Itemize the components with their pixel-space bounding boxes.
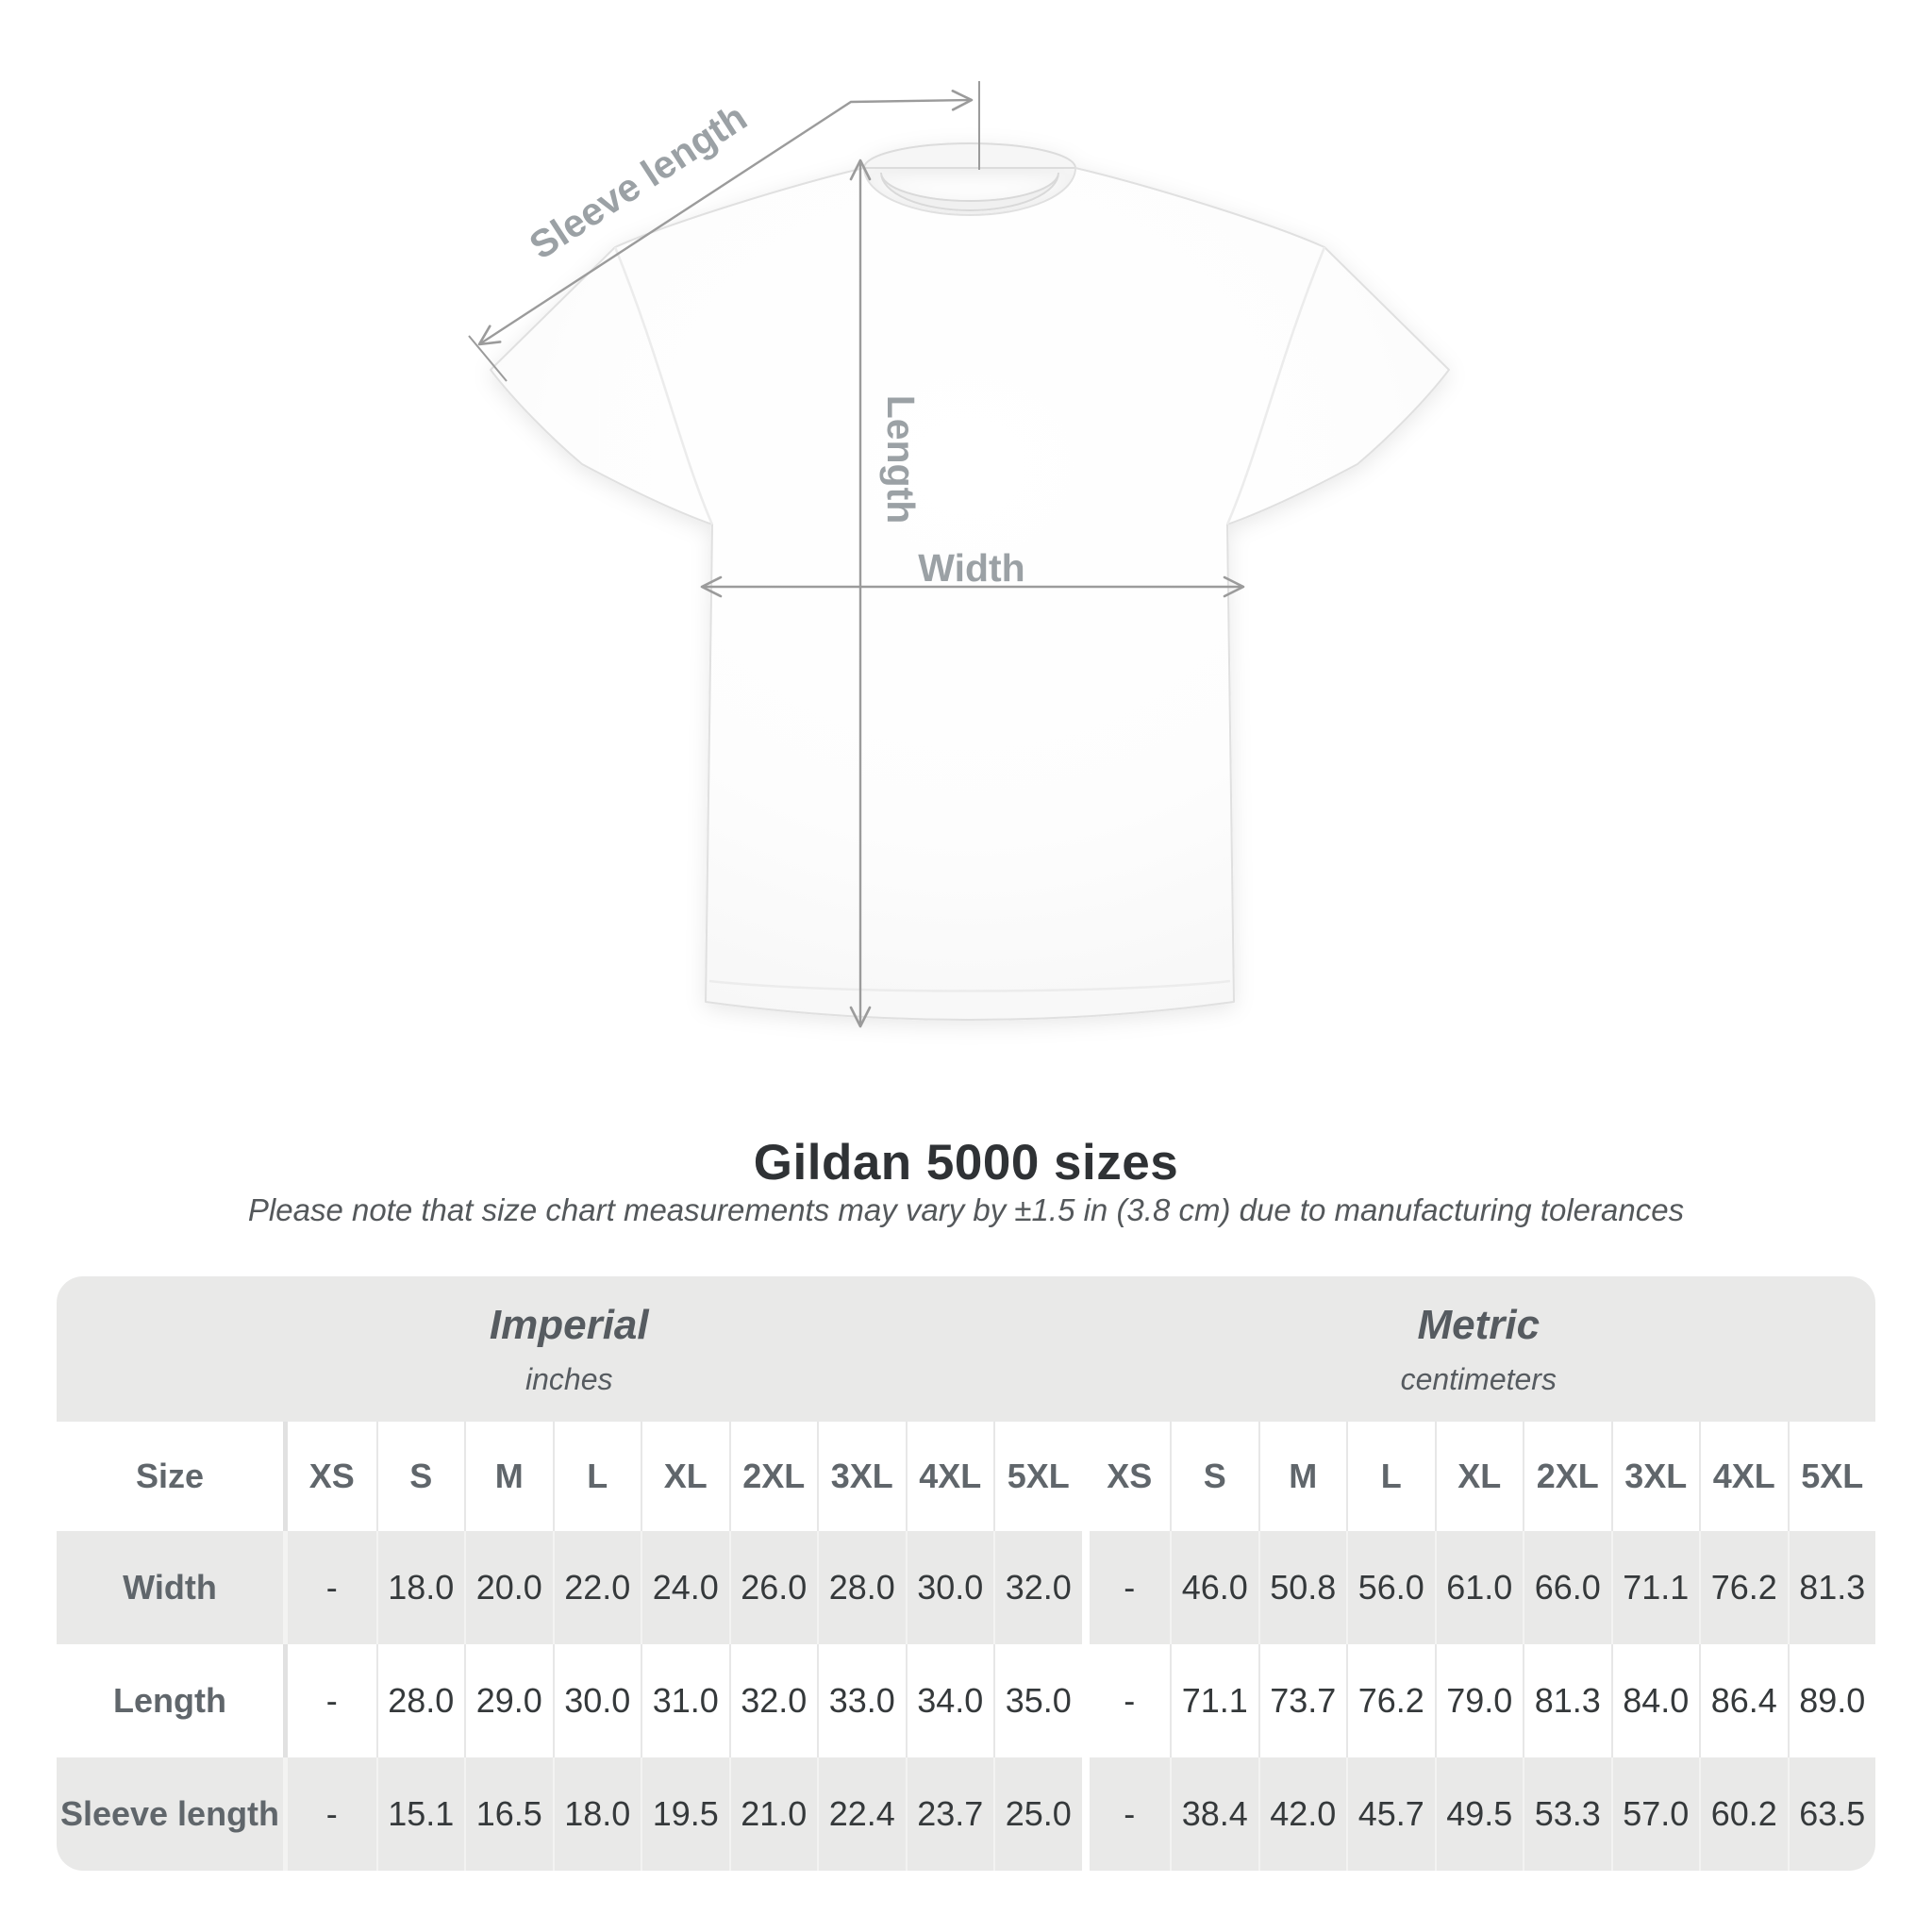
size-header-cell: 5XL xyxy=(993,1422,1082,1531)
value-cell: 26.0 xyxy=(728,1531,817,1644)
value-cell: 76.2 xyxy=(1699,1531,1788,1644)
value-cell: - xyxy=(1081,1757,1170,1871)
value-cell: 30.0 xyxy=(905,1531,993,1644)
value-cell: 79.0 xyxy=(1434,1644,1523,1757)
value-cell: 28.0 xyxy=(375,1644,464,1757)
value-cell: 20.0 xyxy=(464,1531,553,1644)
value-cell: 21.0 xyxy=(728,1757,817,1871)
size-header-cell: L xyxy=(1346,1422,1435,1531)
value-cell: 31.0 xyxy=(641,1644,729,1757)
sleeve-length-row: Sleeve length - 15.1 16.5 18.0 19.5 21.0… xyxy=(57,1757,1876,1871)
value-cell: 86.4 xyxy=(1699,1644,1788,1757)
imperial-title: Imperial xyxy=(489,1301,649,1348)
size-header-cell: 3XL xyxy=(817,1422,906,1531)
row-label: Length xyxy=(57,1644,288,1757)
value-cell: 42.0 xyxy=(1257,1757,1346,1871)
value-cell: 60.2 xyxy=(1699,1757,1788,1871)
row-label: Width xyxy=(57,1531,288,1644)
tshirt-back-collar xyxy=(862,142,1077,169)
value-cell: - xyxy=(288,1531,376,1644)
width-row: Width - 18.0 20.0 22.0 24.0 26.0 28.0 30… xyxy=(57,1531,1876,1644)
value-cell: 61.0 xyxy=(1434,1531,1523,1644)
value-cell: 49.5 xyxy=(1434,1757,1523,1871)
value-cell: 71.1 xyxy=(1170,1644,1258,1757)
size-column-header: Size xyxy=(57,1422,288,1531)
imperial-unit: inches xyxy=(525,1361,613,1396)
size-header-cell: 5XL xyxy=(1787,1422,1876,1531)
value-cell: 63.5 xyxy=(1787,1757,1876,1871)
sleeve-length-arrow xyxy=(477,90,974,346)
value-cell: 56.0 xyxy=(1346,1531,1435,1644)
value-cell: - xyxy=(1081,1531,1170,1644)
value-cell: 22.4 xyxy=(817,1757,906,1871)
size-header-cell: 2XL xyxy=(1523,1422,1611,1531)
imperial-section-header: Imperial inches xyxy=(57,1276,1082,1422)
value-cell: 45.7 xyxy=(1346,1757,1435,1871)
value-cell: 53.3 xyxy=(1523,1757,1611,1871)
value-cell: 29.0 xyxy=(464,1644,553,1757)
row-label: Sleeve length xyxy=(57,1757,288,1871)
length-label: Length xyxy=(879,395,923,525)
value-cell: 24.0 xyxy=(641,1531,729,1644)
value-cell: 18.0 xyxy=(375,1531,464,1644)
size-header-cell: M xyxy=(464,1422,553,1531)
value-cell: 25.0 xyxy=(993,1757,1082,1871)
value-cell: 73.7 xyxy=(1257,1644,1346,1757)
metric-section-header: Metric centimeters xyxy=(1081,1276,1876,1422)
size-header-cell: XS xyxy=(1081,1422,1170,1531)
size-chart-table: Imperial inches Metric centimeters Size … xyxy=(57,1276,1876,1871)
size-header-cell: XS xyxy=(288,1422,376,1531)
metric-title: Metric xyxy=(1417,1301,1541,1348)
size-header-cell: M xyxy=(1257,1422,1346,1531)
value-cell: 34.0 xyxy=(905,1644,993,1757)
unit-header-row: Imperial inches Metric centimeters xyxy=(57,1276,1876,1422)
value-cell: 33.0 xyxy=(817,1644,906,1757)
value-cell: 89.0 xyxy=(1787,1644,1876,1757)
value-cell: 46.0 xyxy=(1170,1531,1258,1644)
value-cell: 57.0 xyxy=(1610,1757,1699,1871)
value-cell: 35.0 xyxy=(993,1644,1082,1757)
width-label: Width xyxy=(918,546,1024,590)
value-cell: 16.5 xyxy=(464,1757,553,1871)
value-cell: 28.0 xyxy=(817,1531,906,1644)
value-cell: 32.0 xyxy=(993,1531,1082,1644)
page-subtitle: Please note that size chart measurements… xyxy=(247,1192,1685,1227)
sleeve-extension-line xyxy=(468,335,508,382)
tshirt-measurement-diagram: Sleeve length Length Width xyxy=(468,81,1450,1028)
value-cell: 22.0 xyxy=(552,1531,641,1644)
value-cell: 30.0 xyxy=(552,1644,641,1757)
value-cell: 19.5 xyxy=(641,1757,729,1871)
size-header-cell: L xyxy=(552,1422,641,1531)
value-cell: 71.1 xyxy=(1610,1531,1699,1644)
length-row: Length - 28.0 29.0 30.0 31.0 32.0 33.0 3… xyxy=(57,1644,1876,1757)
tshirt-collar-band xyxy=(880,172,1059,211)
value-cell: 81.3 xyxy=(1523,1644,1611,1757)
size-header-row: Size XS S M L XL 2XL 3XL 4XL 5XL XS S M … xyxy=(57,1422,1876,1531)
size-header-cell: 4XL xyxy=(905,1422,993,1531)
size-header-cell: 3XL xyxy=(1610,1422,1699,1531)
value-cell: 84.0 xyxy=(1610,1644,1699,1757)
value-cell: 15.1 xyxy=(375,1757,464,1871)
value-cell: 38.4 xyxy=(1170,1757,1258,1871)
value-cell: 50.8 xyxy=(1257,1531,1346,1644)
value-cell: 23.7 xyxy=(905,1757,993,1871)
size-header-cell: S xyxy=(1170,1422,1258,1531)
value-cell: 76.2 xyxy=(1346,1644,1435,1757)
size-header-cell: XL xyxy=(641,1422,729,1531)
size-header-cell: 4XL xyxy=(1699,1422,1788,1531)
value-cell: 66.0 xyxy=(1523,1531,1611,1644)
page-title: Gildan 5000 sizes xyxy=(753,1135,1179,1191)
size-header-cell: XL xyxy=(1434,1422,1523,1531)
metric-unit: centimeters xyxy=(1400,1361,1557,1396)
value-cell: 81.3 xyxy=(1787,1531,1876,1644)
value-cell: 18.0 xyxy=(552,1757,641,1871)
value-cell: - xyxy=(288,1644,376,1757)
size-header-cell: 2XL xyxy=(728,1422,817,1531)
dimension-lines xyxy=(468,81,1245,1028)
value-cell: - xyxy=(288,1757,376,1871)
value-cell: 32.0 xyxy=(728,1644,817,1757)
size-header-cell: S xyxy=(375,1422,464,1531)
value-cell: - xyxy=(1081,1644,1170,1757)
